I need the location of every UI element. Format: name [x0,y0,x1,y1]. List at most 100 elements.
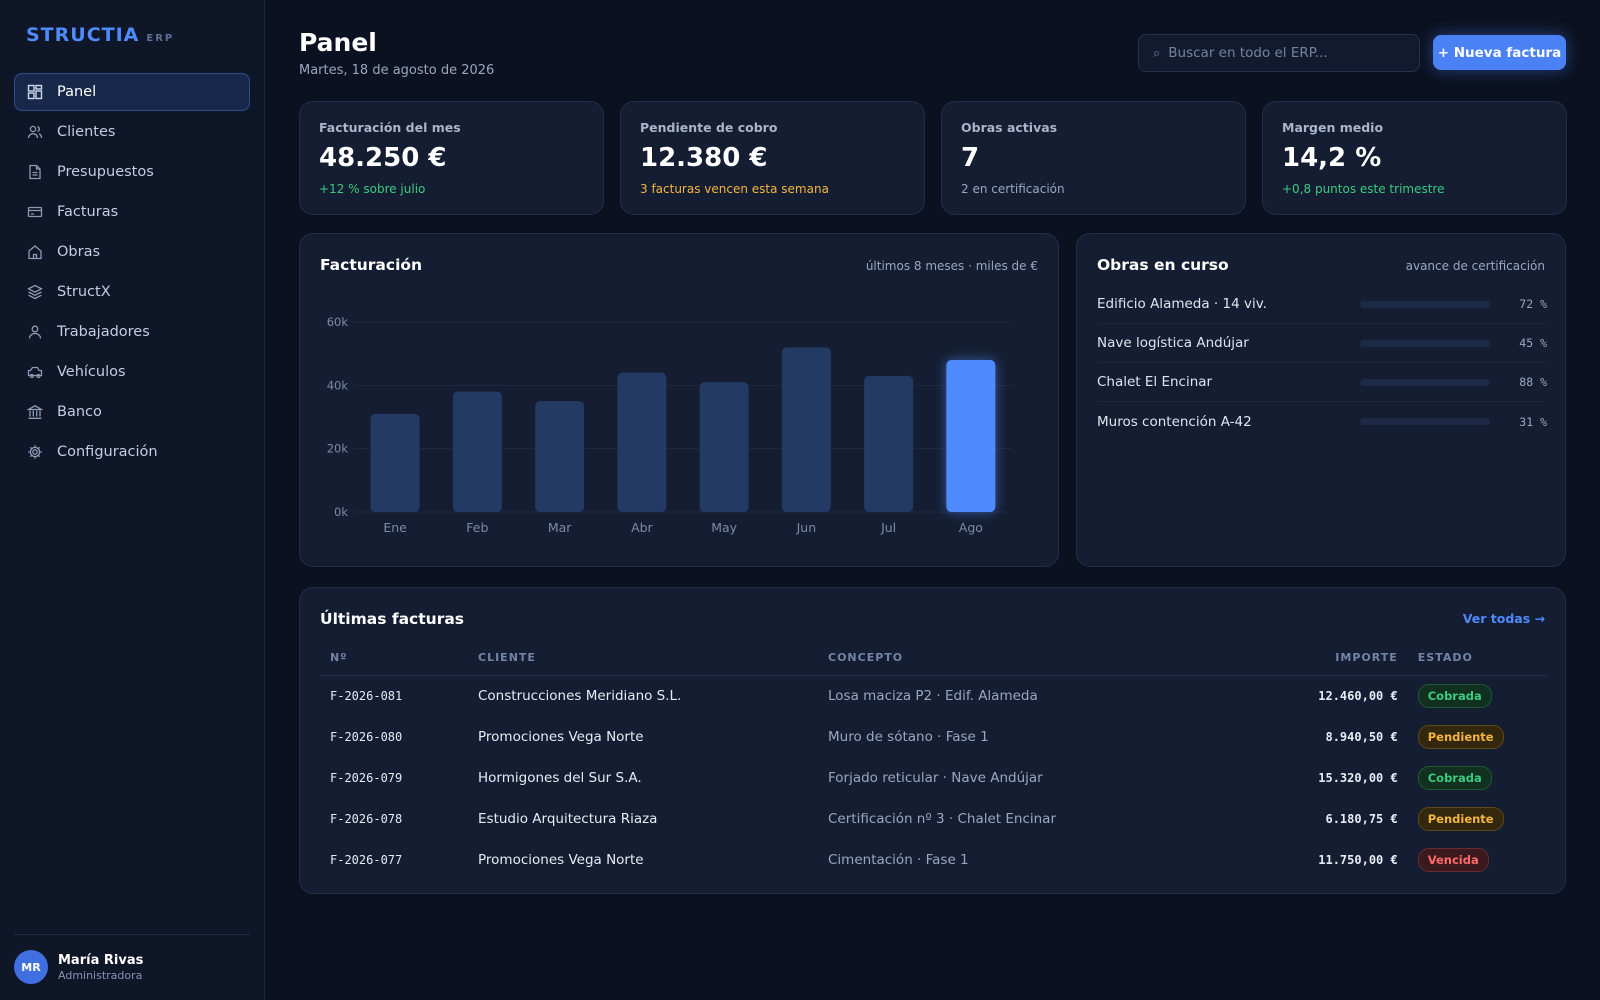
page-date: Martes, 18 de agosto de 2026 [299,63,495,78]
invoice-status-cell: Pendiente [1417,798,1547,839]
bar-abr[interactable] [617,372,667,512]
sidebar-item-label: Panel [57,84,97,100]
bar-ago[interactable] [946,360,996,512]
user-profile[interactable]: MR María Rivas Administradora [14,934,250,984]
bar-may[interactable] [699,382,749,512]
table-row[interactable]: F-2026-079 Hormigones del Sur S.A. Forja… [320,757,1547,798]
invoice-amount: 11.750,00 € [1318,852,1398,867]
table-row[interactable]: F-2026-080 Promociones Vega Norte Muro d… [320,716,1547,757]
truck-icon [27,364,43,380]
sidebar-item-clientes[interactable]: Clientes [14,113,250,151]
x-tick-label: Feb [466,520,488,535]
invoices-card: Últimas facturas Ver todas → Nº CLIENTE … [299,587,1566,894]
new-invoice-button[interactable]: + Nueva factura [1433,35,1566,70]
status-badge: Pendiente [1417,724,1504,749]
works-note: avance de certificación [1405,259,1545,273]
bar-mar[interactable] [535,401,585,512]
brand-tag: ERP [146,33,175,44]
work-percent: 72 % [1519,297,1547,311]
view-all-link[interactable]: Ver todas → [1462,611,1545,626]
brand-logo[interactable]: STRUCTIA ERP [26,24,174,46]
kpi-sub: +0,8 puntos este trimestre [1282,182,1445,196]
invoices-title: Últimas facturas [320,610,465,628]
search-box[interactable]: ⌕ [1138,34,1420,72]
kpi-value: 12.380 € [640,143,768,173]
invoice-number: F-2026-080 [330,729,403,744]
invoice-number: F-2026-079 [330,770,403,785]
sidebar-item-panel[interactable]: Panel [14,73,250,111]
column-header-concept[interactable]: CONCEPTO [828,641,1268,676]
chart-title: Facturación [320,256,423,274]
invoice-concept: Muro de sótano · Fase 1 [828,728,989,745]
bar-jun[interactable] [781,347,831,512]
kpi-label: Pendiente de cobro [640,120,778,135]
sidebar-item-structx[interactable]: StructX [14,273,250,311]
sidebar-item-vehiculos[interactable]: Vehículos [14,353,250,391]
kpi-card-active-works: Obras activas 7 2 en certificación [941,101,1246,215]
search-input[interactable] [1168,45,1409,61]
sidebar-item-label: Configuración [57,444,158,460]
work-row[interactable]: Muros contención A-42 31 % [1097,402,1547,441]
user-name: María Rivas [58,952,144,968]
bar-ene[interactable] [370,413,420,512]
y-tick-label: 20k [327,442,349,456]
works-title: Obras en curso [1097,256,1229,274]
invoice-client: Promociones Vega Norte [478,851,644,868]
work-percent: 88 % [1519,375,1547,389]
sidebar-item-label: Clientes [57,124,116,140]
work-row[interactable]: Edificio Alameda · 14 viv. 72 % [1097,285,1547,324]
x-tick-label: Jun [796,520,817,535]
work-row[interactable]: Chalet El Encinar 88 % [1097,363,1547,402]
invoice-status-cell: Pendiente [1417,716,1547,757]
invoice-client: Hormigones del Sur S.A. [478,769,642,786]
kpi-value: 14,2 % [1282,143,1382,173]
sidebar-item-obras[interactable]: Obras [14,233,250,271]
kpi-card-billing: Facturación del mes 48.250 € +12 % sobre… [299,101,604,215]
invoices-table: Nº CLIENTE CONCEPTO IMPORTE ESTADO F-202… [320,641,1547,880]
bar-jul[interactable] [864,375,914,512]
sidebar-item-label: Banco [57,404,102,420]
work-row[interactable]: Nave logística Andújar 45 % [1097,324,1547,363]
home-icon [27,244,43,260]
invoice-concept: Forjado reticular · Nave Andújar [828,769,1043,786]
sidebar-item-banco[interactable]: Banco [14,393,250,431]
sidebar-item-label: Vehículos [57,364,126,380]
chart-note: últimos 8 meses · miles de € [865,259,1038,273]
column-header-status[interactable]: ESTADO [1417,641,1547,676]
invoice-status-cell: Cobrada [1417,757,1547,798]
table-row[interactable]: F-2026-078 Estudio Arquitectura Riaza Ce… [320,798,1547,839]
bank-icon [27,404,43,420]
column-header-number[interactable]: Nº [320,641,478,676]
work-percent: 45 % [1519,336,1547,350]
table-row[interactable]: F-2026-077 Promociones Vega Norte Ciment… [320,839,1547,880]
sidebar-item-facturas[interactable]: Facturas [14,193,250,231]
column-header-client[interactable]: CLIENTE [478,641,828,676]
kpi-card-margin: Margen medio 14,2 % +0,8 puntos este tri… [1262,101,1567,215]
x-tick-label: Jul [880,520,896,535]
page-title: Panel [299,28,377,57]
sidebar-item-label: Obras [57,244,101,260]
invoice-status-cell: Cobrada [1417,675,1547,716]
sidebar-nav: Panel Clientes Presupuestos Facturas Obr… [14,73,250,473]
sidebar-item-trabajadores[interactable]: Trabajadores [14,313,250,351]
x-tick-label: Ene [383,520,407,535]
work-name: Edificio Alameda · 14 viv. [1097,296,1267,312]
bar-feb[interactable] [452,391,502,512]
x-tick-label: Abr [631,520,653,535]
sidebar-item-label: Presupuestos [57,164,154,180]
table-row[interactable]: F-2026-081 Construcciones Meridiano S.L.… [320,675,1547,716]
kpi-value: 48.250 € [319,143,447,173]
sidebar-item-configuracion[interactable]: Configuración [14,433,250,471]
status-badge: Pendiente [1417,806,1504,831]
invoice-number: F-2026-078 [330,811,403,826]
x-tick-label: Ago [959,520,983,535]
invoice-amount: 8.940,50 € [1325,729,1398,744]
gear-icon [27,444,43,460]
status-badge: Cobrada [1417,683,1492,708]
column-header-amount[interactable]: IMPORTE [1268,641,1418,676]
kpi-sub: 2 en certificación [961,182,1065,196]
sidebar-item-presupuestos[interactable]: Presupuestos [14,153,250,191]
kpi-value: 7 [961,143,980,173]
y-tick-label: 0k [334,505,348,519]
work-name: Chalet El Encinar [1097,374,1213,390]
